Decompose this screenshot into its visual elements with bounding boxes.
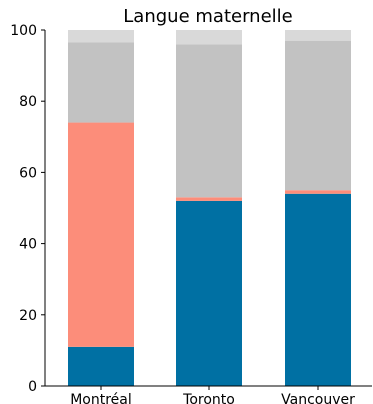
bar-segment-2-3 xyxy=(285,30,351,41)
y-axis-ticks: 0 20 40 60 80 100 xyxy=(10,23,45,395)
bar-segment-2-1 xyxy=(285,190,351,194)
bar-segment-0-1 xyxy=(68,122,134,347)
bars-layer xyxy=(68,30,351,386)
bar-segment-2-2 xyxy=(285,40,351,191)
x-tick-label-0: Montréal xyxy=(70,392,132,404)
bar-segment-0-0 xyxy=(68,346,134,386)
x-tick-label-2: Vancouver xyxy=(281,392,355,404)
y-tick-label-1: 20 xyxy=(19,308,37,324)
y-tick-label-5: 100 xyxy=(10,23,37,39)
bar-segment-0-3 xyxy=(68,30,134,43)
bar-segment-1-2 xyxy=(176,44,242,198)
bar-segment-1-1 xyxy=(176,197,242,201)
x-axis-ticks: Montréal Toronto Vancouver xyxy=(70,386,355,404)
x-tick-label-1: Toronto xyxy=(182,392,235,404)
bar-segment-1-0 xyxy=(176,200,242,386)
y-tick-label-0: 0 xyxy=(28,379,37,395)
bar-segment-2-0 xyxy=(285,193,351,386)
chart-title: Langue maternelle xyxy=(123,6,292,27)
y-tick-label-3: 60 xyxy=(19,165,37,181)
bar-segment-1-3 xyxy=(176,30,242,45)
bar-segment-0-2 xyxy=(68,42,134,123)
y-tick-label-4: 80 xyxy=(19,94,37,110)
y-tick-label-2: 40 xyxy=(19,237,37,253)
